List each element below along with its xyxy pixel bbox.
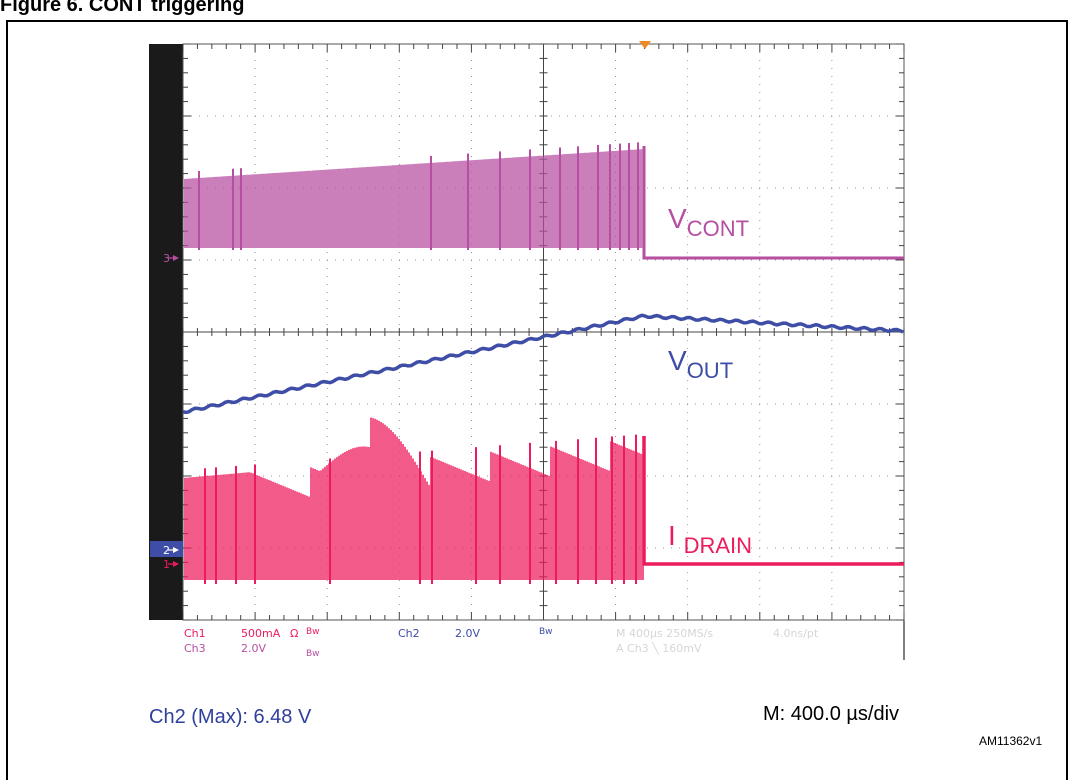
setting-ch3-bw: Bw xyxy=(306,649,320,659)
oscilloscope-chart: 3 21 VCONT VOUT I DRAIN Ch1 500mA Ω Bw Ch… xyxy=(149,41,905,660)
channel-marker-arrow xyxy=(173,547,179,553)
traces xyxy=(182,142,904,584)
idrain-baseline xyxy=(642,436,904,566)
setting-ch2: Ch2 xyxy=(398,627,420,640)
vout-trace xyxy=(182,313,904,415)
channel-marker-label: 1 xyxy=(163,558,170,571)
setting-ch2-scale: 2.0V xyxy=(455,627,480,640)
plot-grid xyxy=(182,43,905,621)
series-label-vcont: VCONT xyxy=(668,203,749,241)
setting-ch2-bw: Bw xyxy=(539,627,553,637)
setting-points: 4.0ns/pt xyxy=(773,627,819,640)
settings-readout: Ch1 500mA Ω Bw Ch2 2.0V Bw M 400µs 250MS… xyxy=(184,627,819,659)
series-label-idrain: I DRAIN xyxy=(668,520,752,558)
setting-trigger: A Ch3 ╲ 160mV xyxy=(616,641,702,655)
marker-bg xyxy=(150,541,183,557)
ch2-max-annotation: Ch2 (Max): 6.48 V xyxy=(149,706,312,728)
trigger-marker xyxy=(639,41,651,49)
channel-marker-arrow xyxy=(173,255,179,261)
series-label-vout: VOUT xyxy=(668,345,733,383)
channel-marker-arrow xyxy=(173,561,179,567)
channel-marker-label: 3 xyxy=(163,252,170,265)
timebase-annotation: M: 400.0 µs/div xyxy=(763,703,900,725)
channel-marker-label: 2 xyxy=(163,544,170,557)
setting-ch1-bw: Bw xyxy=(306,627,320,637)
setting-timebase: M 400µs 250MS/s xyxy=(616,627,713,640)
setting-ch1-scale: 500mA xyxy=(241,627,281,640)
channel-markers: 3 21 xyxy=(150,252,183,571)
page-title: Figure 6. CONT triggering xyxy=(0,0,245,16)
setting-ch1: Ch1 xyxy=(184,627,206,640)
setting-ch3-scale: 2.0V xyxy=(241,642,266,655)
vcont-baseline xyxy=(642,146,904,260)
sidebar xyxy=(149,44,183,620)
figure-frame xyxy=(6,20,1068,780)
idrain-burst xyxy=(184,417,644,580)
figure-id: AM11362v1 xyxy=(979,734,1043,748)
setting-ch1-ohm: Ω xyxy=(290,627,298,640)
setting-ch3: Ch3 xyxy=(184,642,206,655)
vcont-burst xyxy=(184,149,644,248)
